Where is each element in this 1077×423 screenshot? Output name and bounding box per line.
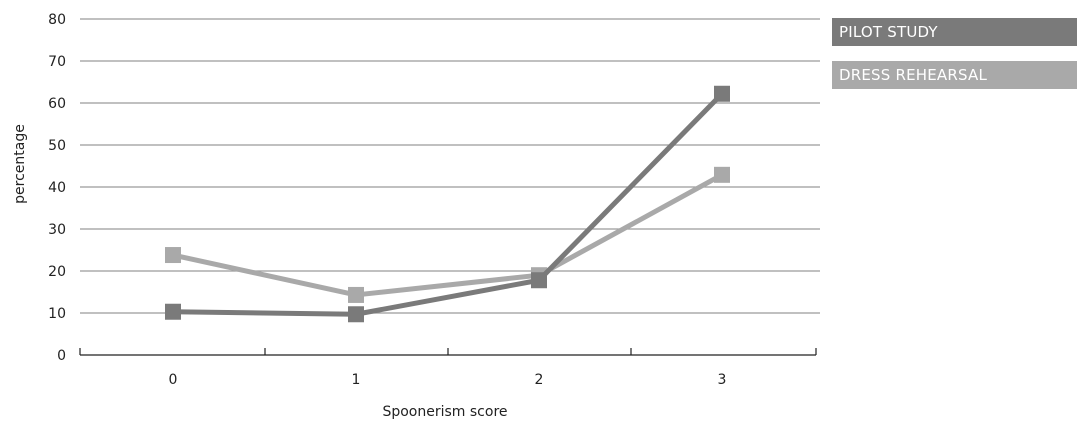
gridlines bbox=[80, 18, 820, 314]
y-tick-label: 20 bbox=[48, 264, 66, 280]
y-tick-label: 70 bbox=[48, 54, 66, 70]
data-point-marker bbox=[531, 272, 547, 289]
y-tick-label: 30 bbox=[48, 222, 66, 238]
series-layer bbox=[165, 85, 730, 323]
y-axis-ticks: 0 10 20 30 40 50 60 70 80 bbox=[48, 12, 66, 364]
y-tick-label: 80 bbox=[48, 12, 66, 28]
data-point-marker bbox=[714, 85, 730, 102]
x-tick-label: 3 bbox=[718, 372, 727, 388]
x-tick-label: 2 bbox=[535, 372, 544, 388]
legend-item-dress-rehearsal: DRESS REHEARSAL bbox=[832, 61, 1077, 89]
series-line bbox=[172, 172, 724, 298]
x-axis-title: Spoonerism score bbox=[382, 404, 507, 420]
series-line bbox=[172, 92, 724, 317]
data-point-marker bbox=[348, 306, 364, 323]
data-point-marker bbox=[165, 247, 181, 264]
y-tick-label: 10 bbox=[48, 306, 66, 322]
x-tick-label: 0 bbox=[169, 372, 178, 388]
data-point-marker bbox=[348, 286, 364, 303]
data-point-marker bbox=[714, 166, 730, 183]
legend-item-pilot-study: PILOT STUDY bbox=[832, 18, 1077, 46]
y-tick-label: 0 bbox=[57, 348, 66, 364]
data-point-marker bbox=[165, 303, 181, 320]
y-tick-label: 60 bbox=[48, 96, 66, 112]
x-axis: 0 1 2 3 bbox=[79, 348, 817, 388]
x-tick-label: 1 bbox=[352, 372, 361, 388]
y-tick-label: 40 bbox=[48, 180, 66, 196]
y-tick-label: 50 bbox=[48, 138, 66, 154]
y-axis-title: percentage bbox=[12, 124, 28, 204]
